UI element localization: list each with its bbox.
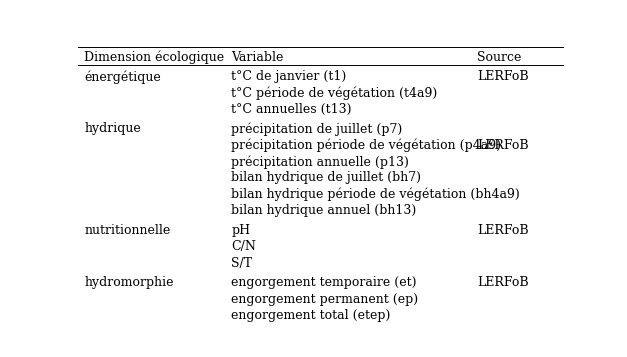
Text: LERFoB: LERFoB [477,224,529,237]
Text: t°C période de végétation (t4a9): t°C période de végétation (t4a9) [231,86,438,100]
Text: engorgement permanent (ep): engorgement permanent (ep) [231,292,419,306]
Text: t°C de janvier (t1): t°C de janvier (t1) [231,70,347,83]
Text: Variable: Variable [231,51,284,64]
Text: bilan hydrique annuel (bh13): bilan hydrique annuel (bh13) [231,204,417,217]
Text: LERFoB: LERFoB [477,70,529,83]
Text: Dimension écologique: Dimension écologique [84,50,224,64]
Text: engorgement temporaire (et): engorgement temporaire (et) [231,276,417,289]
Text: Source: Source [477,51,521,64]
Text: pH: pH [231,224,251,237]
Text: S/T: S/T [231,257,253,270]
Text: LERFoB: LERFoB [477,139,529,152]
Text: hydrique: hydrique [84,122,141,135]
Text: bilan hydrique période de végétation (bh4a9): bilan hydrique période de végétation (bh… [231,188,520,201]
Text: hydromorphie: hydromorphie [84,276,174,289]
Text: énergétique: énergétique [84,70,161,84]
Text: précipitation annuelle (p13): précipitation annuelle (p13) [231,155,409,169]
Text: nutritionnelle: nutritionnelle [84,224,171,237]
Text: t°C annuelles (t13): t°C annuelles (t13) [231,103,352,116]
Text: bilan hydrique de juillet (bh7): bilan hydrique de juillet (bh7) [231,171,421,185]
Text: engorgement total (etep): engorgement total (etep) [231,309,391,322]
Text: LERFoB: LERFoB [477,276,529,289]
Text: précipitation de juillet (p7): précipitation de juillet (p7) [231,122,403,136]
Text: C/N: C/N [231,240,256,253]
Text: précipitation période de végétation (p4a9): précipitation période de végétation (p4a… [231,139,502,152]
